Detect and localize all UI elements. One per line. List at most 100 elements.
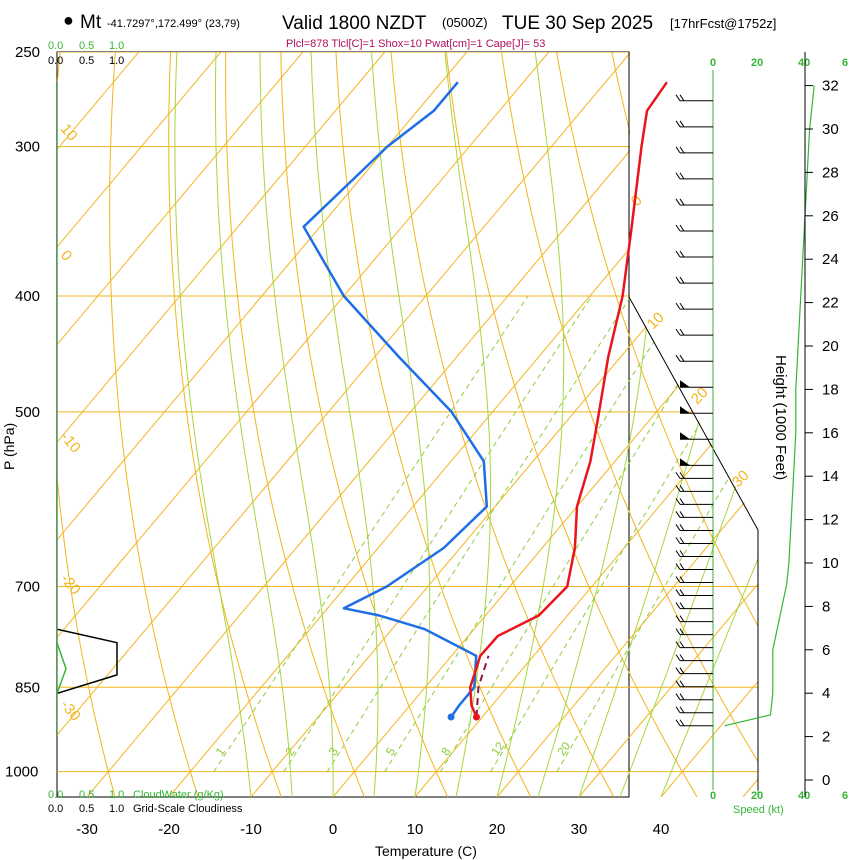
scale-top-green-1: 0.5	[79, 40, 94, 52]
mixing-ratio-2	[283, 295, 593, 772]
wind-barb-feather	[679, 680, 685, 687]
height-axis-label: Height (1000 Feet)	[772, 355, 789, 480]
scale-bot-green-2: 1.0	[109, 789, 124, 801]
wind-barb-feather	[675, 172, 681, 180]
scale-top-black-2: 1.0	[109, 55, 124, 67]
wind-barb-feather	[675, 615, 681, 622]
wind-barb-feather	[675, 498, 681, 505]
temperature-line	[468, 81, 668, 718]
cloud-scale-bottom: 0.0 0.5 1.0 CloudWater (g/Kg) 0.0 0.5 1.…	[48, 789, 243, 815]
wind-barb-feather	[679, 602, 685, 609]
wind-barb-feather	[675, 524, 681, 531]
grid-lines	[57, 52, 758, 797]
dry-adiabat--20	[109, 52, 199, 797]
wind-barb-feather	[675, 576, 681, 583]
x-axis-ticks: -30 -20 -10 0 10 20 30 40	[76, 821, 669, 838]
wind-barb-feather	[675, 641, 681, 648]
wind-barb-feather	[679, 719, 685, 727]
wind-barb-feather	[679, 224, 685, 232]
forecast-info: [17hrFcst@1752z]	[670, 16, 776, 31]
cloudiness-line	[57, 628, 118, 695]
moist-adiabat-40	[660, 557, 758, 797]
mixing-ratio-1	[213, 295, 529, 772]
mixing-ratio-label-8: 8	[438, 744, 453, 758]
scale-top-green-2: 1.0	[109, 40, 124, 52]
wind-barb-feather	[675, 628, 681, 635]
dry-adiabat-0	[225, 52, 365, 797]
wind-barb-feather	[679, 472, 685, 479]
wind-barb-feather	[679, 354, 685, 362]
height-tick-24: 24	[822, 251, 839, 268]
utc-time: (0500Z)	[442, 15, 488, 30]
wind-barb-feather	[675, 537, 681, 544]
y-axis-label: P (hPa)	[1, 423, 17, 470]
wind-bot-3: 6	[842, 790, 848, 802]
isotherm-label--10: -10	[57, 429, 84, 457]
moist-adiabat-5	[310, 52, 379, 797]
wind-barb-feather	[679, 302, 685, 310]
dry-adiabat-40	[445, 52, 698, 797]
temperature-surface-point	[472, 713, 480, 721]
cloudwater-line	[57, 642, 67, 694]
wind-barb-feather	[679, 485, 685, 492]
wind-barb-feather	[675, 328, 681, 336]
isotherm--70	[57, 52, 386, 444]
mixing-ratio-label-20: 20	[554, 739, 573, 758]
height-tick-16: 16	[822, 425, 839, 442]
wind-bot-2: 40	[798, 790, 810, 802]
mixing-ratio-5	[384, 295, 684, 772]
scale-bot-green-0: 0.0	[48, 789, 63, 801]
isotherm--10	[250, 192, 758, 797]
dewpoint-line	[302, 81, 489, 718]
scale-bot-black-1: 0.5	[79, 803, 94, 815]
scale-top-green-0: 0.0	[48, 40, 63, 52]
wind-barb-feather	[675, 94, 681, 102]
x-tick--10: -10	[240, 821, 262, 838]
wind-barb-feather	[675, 146, 681, 154]
mixing-ratio-20	[556, 427, 758, 772]
station-name: Mt	[80, 12, 102, 33]
wind-barb-feather	[679, 94, 685, 102]
wind-barb-feather	[679, 706, 685, 714]
mixing-ratio-label-3: 3	[326, 744, 341, 758]
wind-barb-feather	[675, 302, 681, 310]
isotherm--60	[57, 52, 468, 541]
wind-barb-feather	[675, 602, 681, 609]
isotherm--50	[57, 52, 550, 639]
wind-barb-feather	[679, 654, 685, 661]
panel-mask	[630, 52, 758, 527]
isotherm--30	[86, 52, 714, 797]
dewpoint-surface-point	[447, 713, 455, 721]
moist-adiabat-15	[444, 52, 492, 797]
height-tick-26: 26	[822, 208, 839, 225]
wind-barb-feather	[679, 550, 685, 557]
dry-adiabat-60	[556, 52, 758, 628]
wind-barb-feather	[675, 706, 681, 714]
height-tick-14: 14	[822, 468, 839, 485]
dry-adiabat--10	[168, 52, 282, 797]
wind-top-0: 0	[710, 57, 716, 69]
moist-adiabat-20	[496, 52, 565, 797]
pressure-tick-850: 850	[15, 679, 40, 696]
wind-barb-feather	[679, 146, 685, 154]
scale-bot-black-0: 0.0	[48, 803, 63, 815]
isotherm--80	[57, 52, 304, 346]
height-tick-12: 12	[822, 512, 839, 529]
isotherm-label-0: 0	[57, 247, 75, 264]
height-tick-22: 22	[822, 295, 839, 312]
wind-barb-feather	[679, 667, 685, 674]
dry-adiabat-30	[390, 52, 615, 797]
wind-barb-feather	[675, 719, 681, 727]
height-tick-8: 8	[822, 598, 830, 615]
sounding-traces	[57, 81, 668, 735]
moist-adiabat-10	[371, 52, 431, 797]
wind-barb-feather	[675, 250, 681, 258]
scale-top-black-1: 0.5	[79, 55, 94, 67]
x-tick-20: 20	[489, 821, 506, 838]
dry-adiabat--30	[57, 52, 116, 797]
wind-barb-feather	[679, 276, 685, 284]
wind-barb-feather	[675, 120, 681, 128]
wind-barb-feather	[675, 693, 681, 700]
wind-barb-feather	[679, 693, 685, 700]
